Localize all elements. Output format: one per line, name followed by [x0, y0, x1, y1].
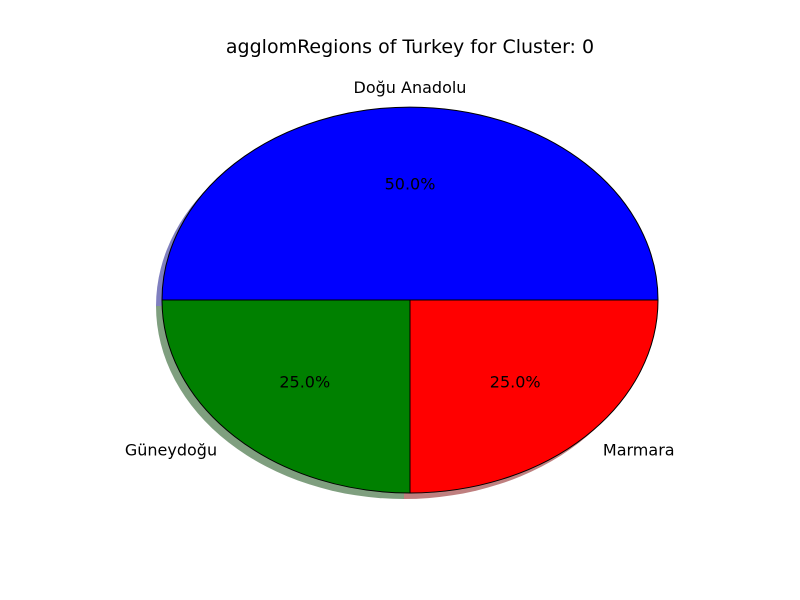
chart-title: agglomRegions of Turkey for Cluster: 0	[226, 36, 594, 58]
percent-label-dogu-anadolu: 50.0%	[385, 175, 436, 194]
percent-label-guneydogu: 25.0%	[279, 372, 330, 391]
percent-label-marmara: 25.0%	[490, 372, 541, 391]
slice-dogu-anadolu	[161, 106, 659, 301]
slice-guneydogu	[161, 299, 411, 494]
slice-label-dogu-anadolu: Doğu Anadolu	[354, 78, 467, 97]
slice-marmara	[409, 299, 659, 494]
slice-label-guneydogu: Güneydoğu	[125, 441, 217, 460]
pie-slices	[161, 106, 659, 494]
slice-label-marmara: Marmara	[603, 441, 675, 460]
pie-labels: 50.0% Doğu Anadolu 25.0% Güneydoğu 25.0% Marm…	[125, 78, 675, 459]
